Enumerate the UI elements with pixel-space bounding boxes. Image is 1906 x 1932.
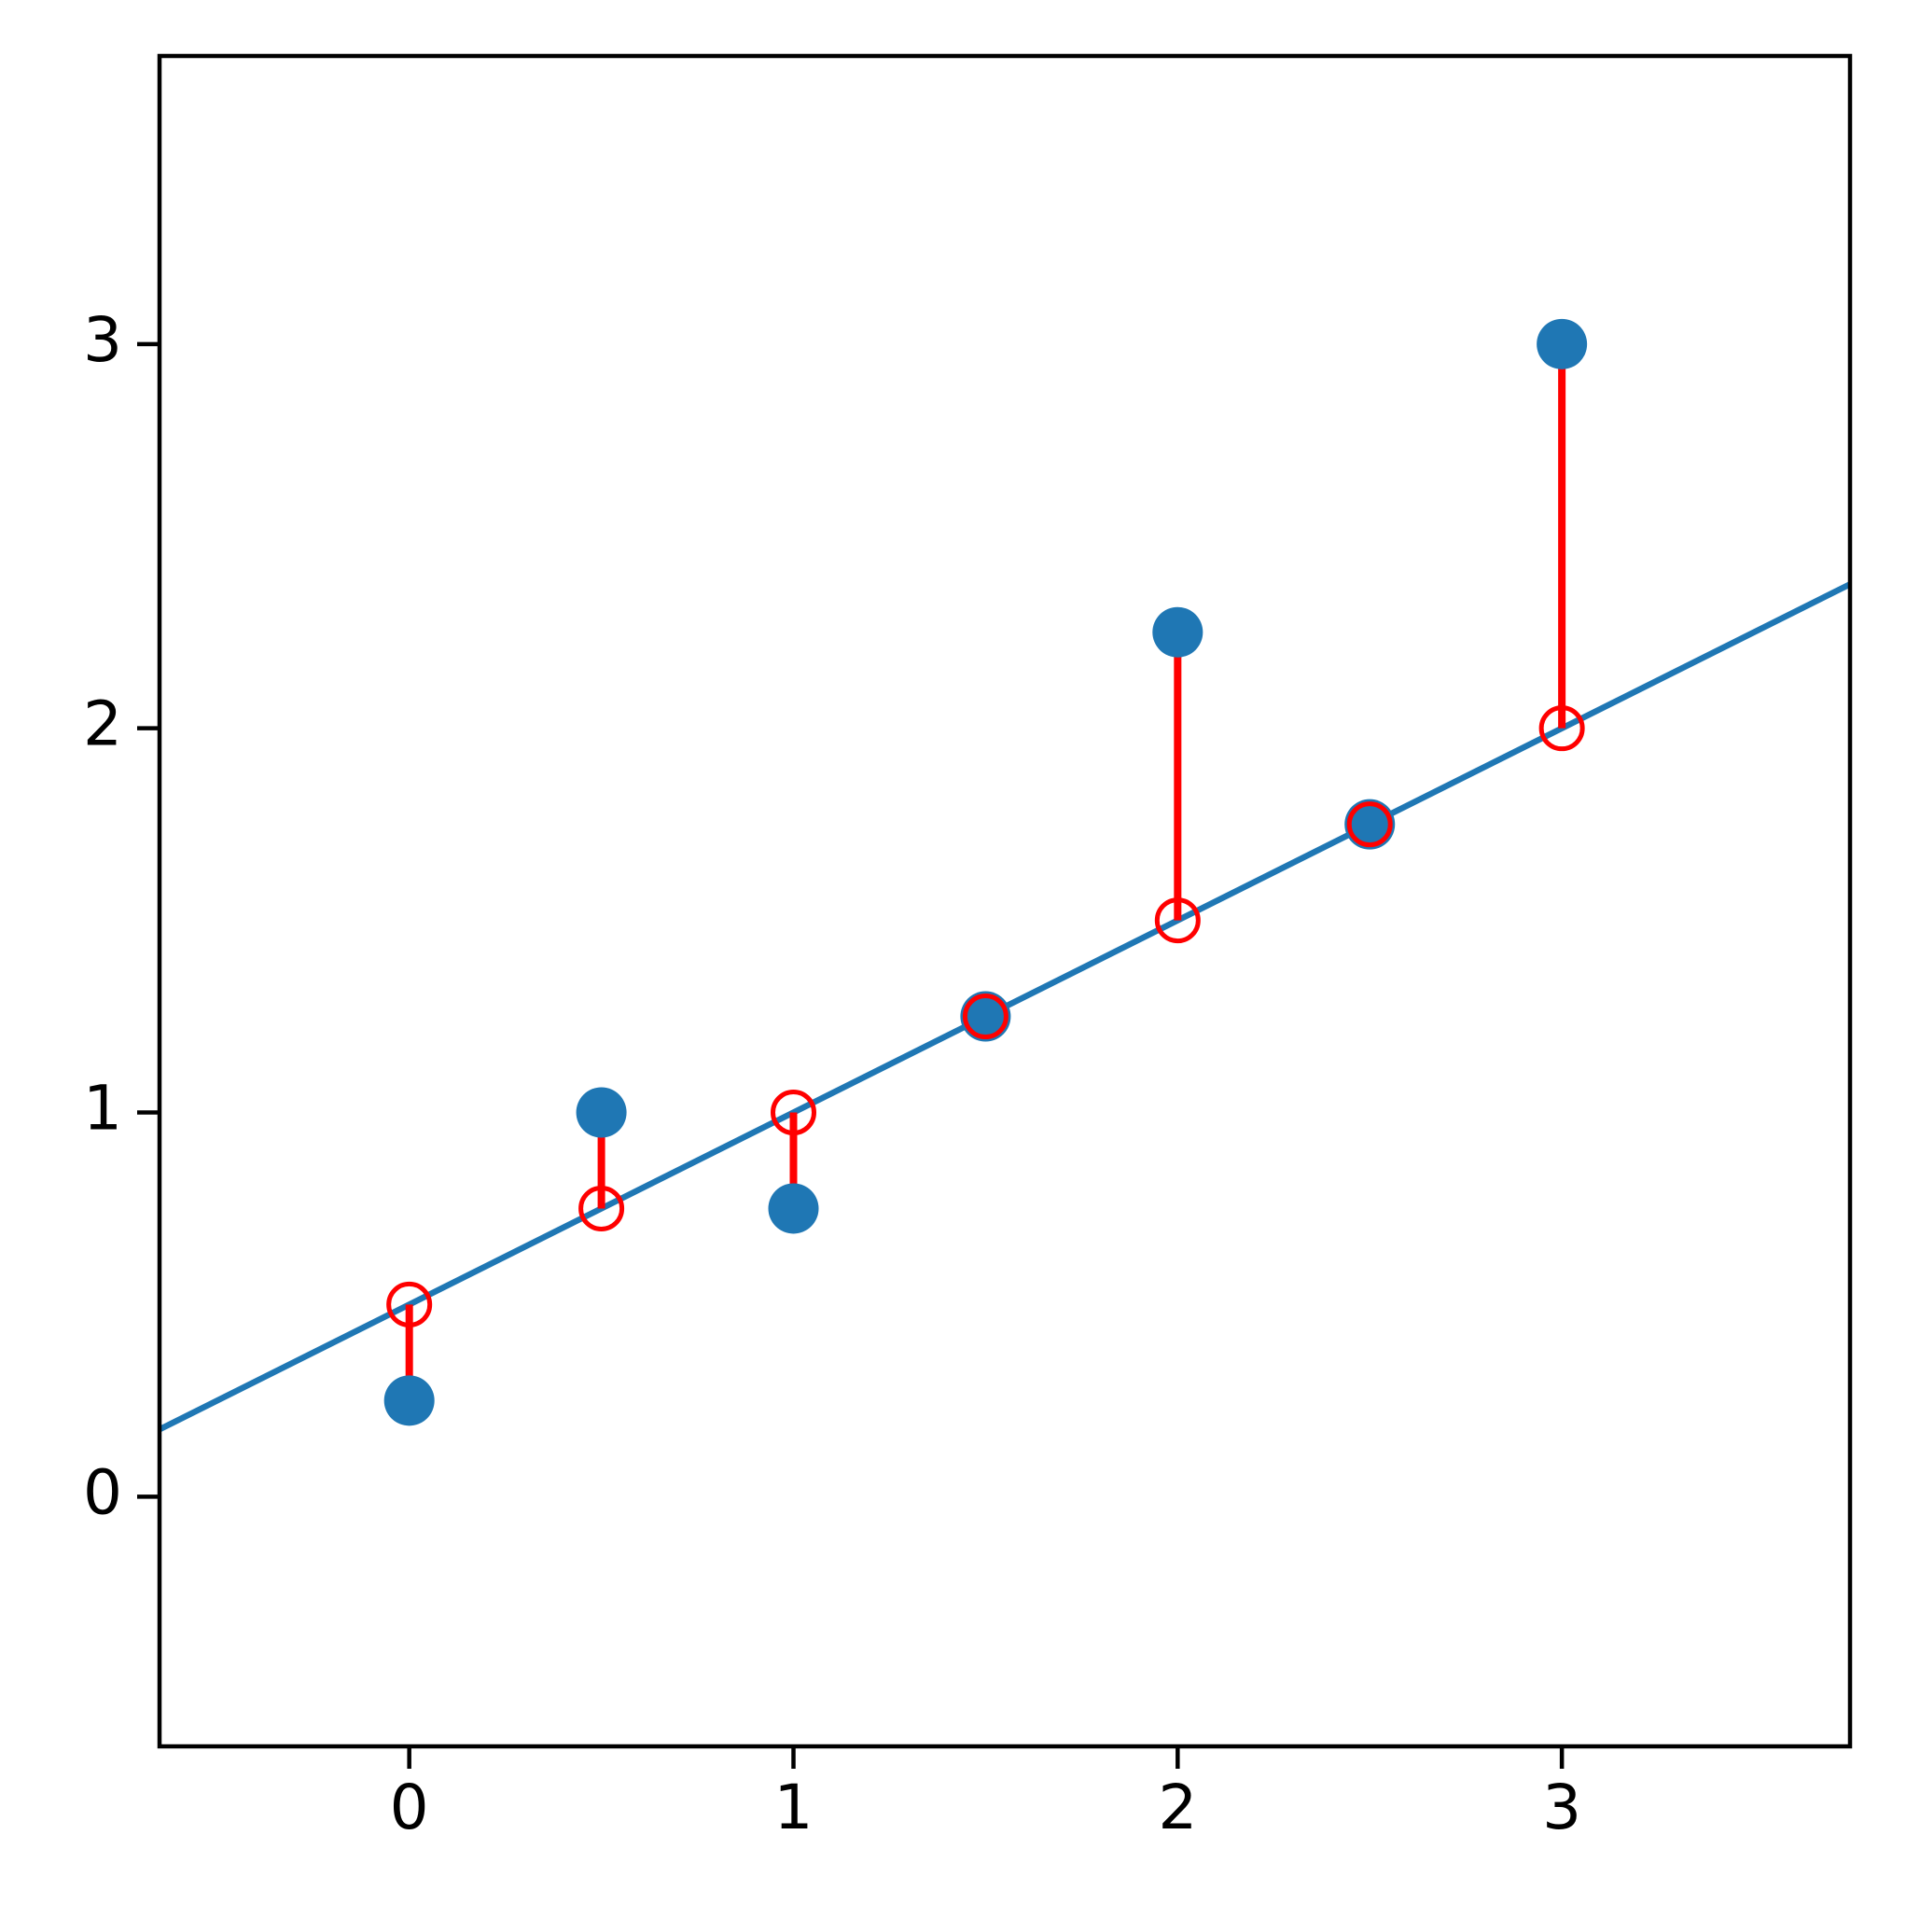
fitted-point — [1154, 897, 1201, 944]
data-point — [1537, 318, 1588, 369]
y-tick-label: 0 — [83, 1456, 122, 1528]
x-tick-label: 3 — [1542, 1772, 1581, 1843]
x-tick-label: 2 — [1158, 1772, 1197, 1843]
fitted-point — [771, 1090, 816, 1135]
plot-frame — [157, 53, 1853, 1749]
data-point — [576, 1087, 627, 1138]
y-tick-label: 2 — [83, 688, 122, 760]
fitted-point — [1538, 705, 1585, 752]
data-point — [1344, 799, 1396, 850]
y-tick-label: 3 — [83, 304, 122, 376]
x-tick-label: 0 — [390, 1772, 429, 1843]
fitted-point — [1346, 801, 1393, 848]
data-point — [768, 1183, 819, 1234]
fitted-point — [578, 1185, 625, 1231]
y-tick-label: 1 — [83, 1073, 122, 1145]
x-tick-label: 1 — [774, 1772, 814, 1843]
data-point — [960, 991, 1011, 1042]
data-point — [1152, 606, 1203, 658]
fitted-point — [386, 1281, 433, 1327]
fitted-point — [962, 994, 1009, 1040]
data-point — [383, 1375, 435, 1426]
